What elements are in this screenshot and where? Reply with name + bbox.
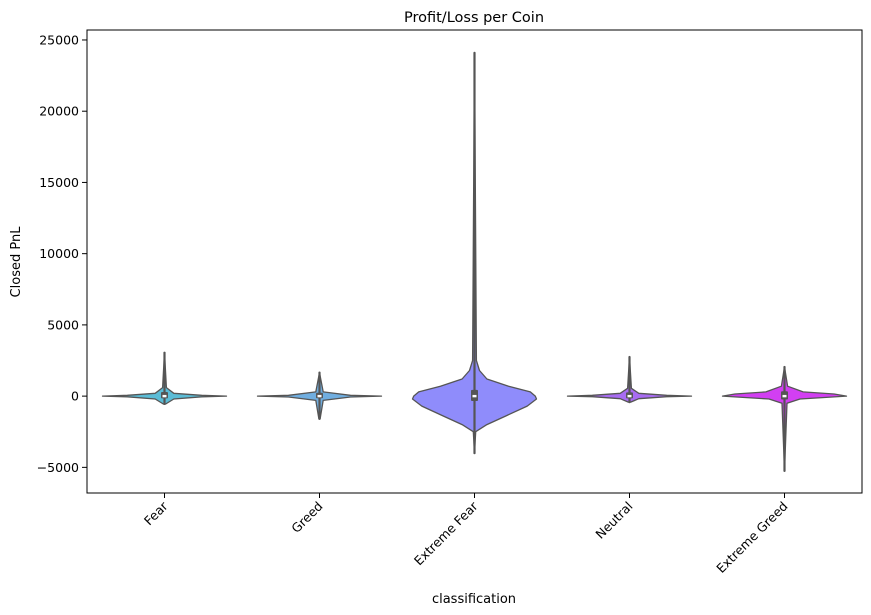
violin-group bbox=[411, 51, 538, 455]
y-tick-label: 20000 bbox=[39, 104, 79, 119]
x-axis: Fear Greed Extreme Fear Neutral Extreme Gree… bbox=[141, 493, 791, 576]
x-tick-label: Extreme Greed bbox=[713, 499, 790, 576]
plot-area bbox=[101, 51, 848, 473]
y-tick-label: 25000 bbox=[39, 32, 79, 47]
x-tick-label: Extreme Fear bbox=[411, 498, 481, 568]
x-tick-label: Fear bbox=[141, 498, 171, 528]
x-axis-label: classification bbox=[432, 592, 516, 607]
y-tick-label: 15000 bbox=[39, 175, 79, 190]
violin-group bbox=[721, 365, 848, 473]
violin-group bbox=[101, 351, 228, 406]
violin-median bbox=[317, 394, 322, 398]
violin-median bbox=[627, 394, 632, 398]
y-tick-label: 0 bbox=[71, 389, 79, 404]
violin-median bbox=[472, 394, 477, 398]
y-axis-label: Closed PnL bbox=[9, 226, 24, 298]
x-tick-label: Greed bbox=[288, 499, 325, 536]
y-tick-label: 5000 bbox=[47, 317, 79, 332]
chart-title: Profit/Loss per Coin bbox=[404, 10, 544, 26]
y-tick-label: 10000 bbox=[39, 246, 79, 261]
violin-median bbox=[162, 394, 167, 398]
y-tick-label: −5000 bbox=[37, 460, 79, 475]
y-axis: −5000 0 5000 10000 15000 20000 25000 bbox=[37, 32, 87, 475]
violin-group bbox=[256, 371, 383, 421]
violin-median bbox=[782, 394, 787, 398]
violin-group bbox=[566, 355, 693, 404]
x-tick-label: Neutral bbox=[592, 499, 635, 542]
